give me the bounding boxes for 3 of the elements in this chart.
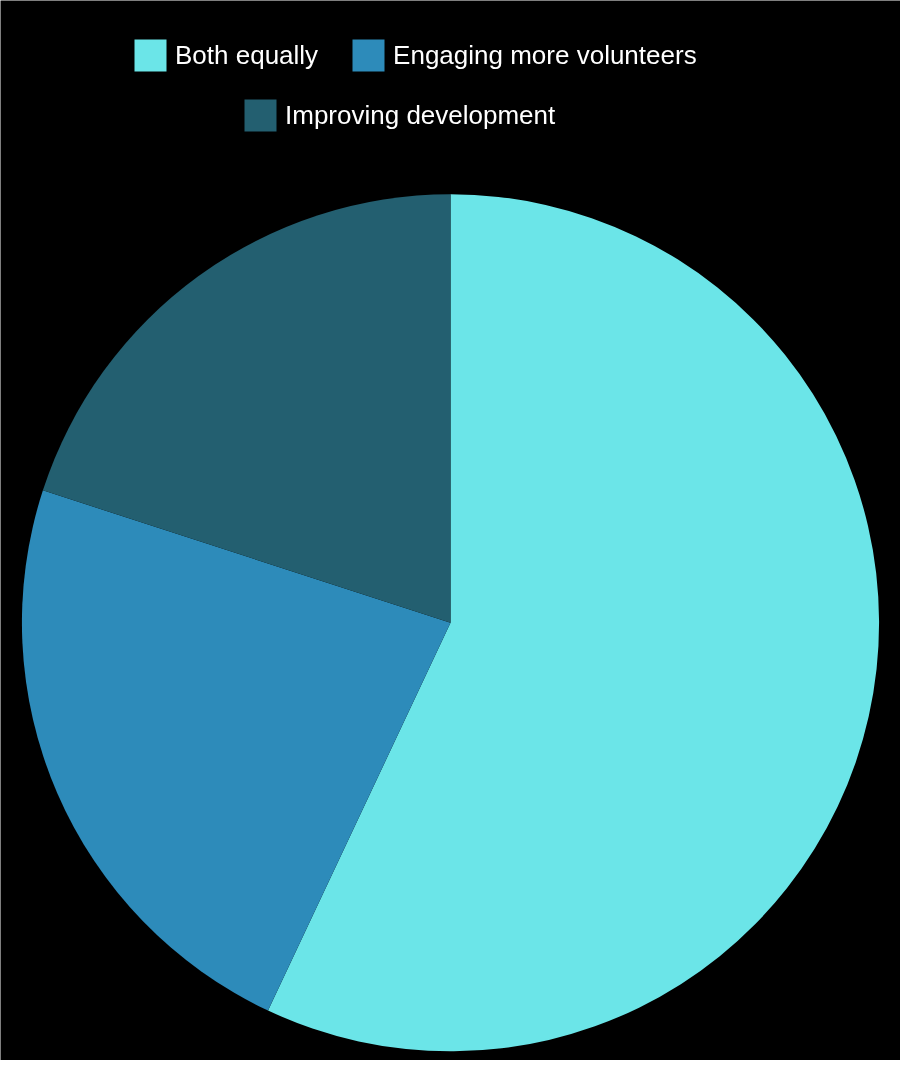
legend-label: Both equally: [175, 39, 319, 71]
legend-label: Engaging more volunteers: [393, 39, 697, 71]
legend-label: Improving development: [285, 99, 556, 131]
